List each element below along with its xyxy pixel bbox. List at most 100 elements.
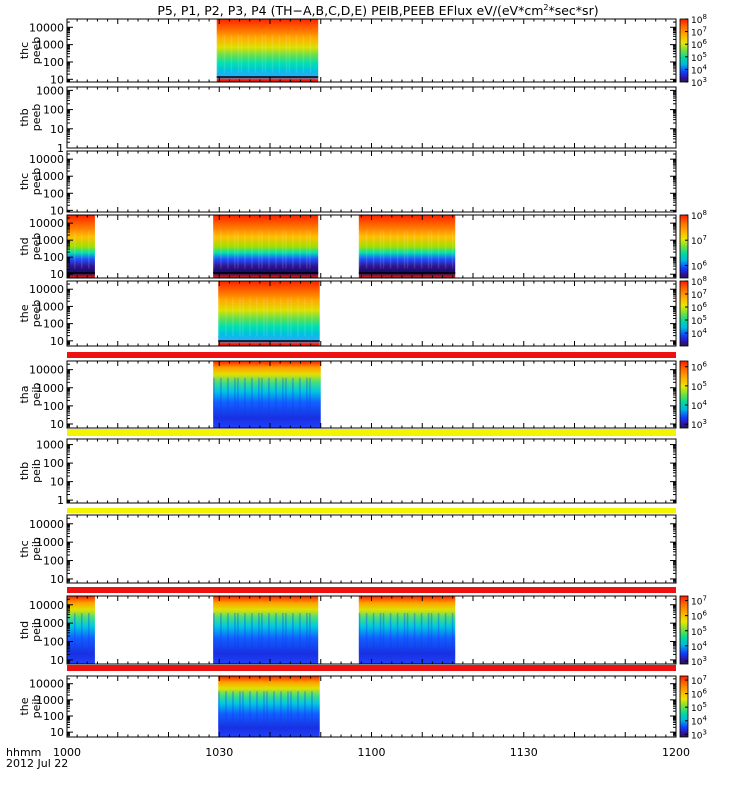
y-tick-label: 10	[50, 268, 64, 281]
panel-label-product: peeb	[30, 37, 43, 65]
colorbar-tick-label: 107	[691, 674, 707, 687]
panel-thd-peeb: 10 100 1000 10000 thd peeb 108 107 106	[18, 209, 707, 281]
panel-label-probe: thc	[18, 42, 31, 59]
colorbar	[679, 360, 689, 429]
colorbar	[679, 675, 689, 738]
spectrogram-segment	[67, 215, 95, 278]
panel-frame	[66, 514, 677, 584]
figure-title: P5, P1, P2, P3, P4 (TH−A,B,C,D,E) PEIB,P…	[157, 3, 598, 18]
y-tick-label: 10	[50, 204, 64, 217]
panel-thb-peib: 1 10 100 1000 thb peib	[18, 429, 677, 507]
y-tick-label: 1000	[36, 84, 64, 97]
panel-label-product: peib	[30, 695, 43, 719]
colorbar-tick-label: 104	[691, 63, 707, 76]
y-tick-label: 10	[50, 335, 64, 348]
colorbar-tick-label: 105	[691, 701, 707, 714]
y-tick-label: 100	[43, 251, 64, 264]
panel-top-band	[67, 665, 676, 671]
time-axis-label-hhmm: hhmm	[6, 746, 41, 759]
y-tick-label: 10	[50, 654, 64, 667]
colorbar-tick-label: 107	[691, 595, 707, 608]
panel-label-probe: thb	[18, 108, 31, 126]
x-tick-label: 1200	[662, 746, 690, 759]
colorbar-tick-label: 106	[691, 38, 707, 51]
panel-frame	[66, 360, 677, 429]
panel-label-probe: thb	[18, 462, 31, 480]
y-tick-label: 10	[50, 418, 64, 431]
colorbar-tick-label: 106	[691, 301, 707, 314]
y-tick-label: 100	[43, 104, 64, 117]
y-tick-label: 10000	[29, 21, 64, 34]
y-tick-label: 10000	[29, 283, 64, 296]
panel-frame	[66, 675, 677, 738]
panel-label-product: peib	[30, 537, 43, 561]
colorbar-tick-label: 103	[691, 76, 707, 89]
y-tick-label: 1000	[36, 439, 64, 452]
panel-frame	[66, 438, 677, 504]
y-tick-label: 100	[43, 710, 64, 723]
y-tick-label: 1000	[36, 39, 64, 52]
y-tick-label: 100	[43, 400, 64, 413]
panel-thd-peib: 10 100 1000 10000 thd peib 107 106 105 104 103	[18, 587, 707, 668]
colorbar-tick-label: 106	[691, 361, 707, 374]
colorbar-tick-label: 104	[691, 399, 707, 412]
y-tick-label: 1000	[36, 170, 64, 183]
colorbar-tick-label: 106	[691, 610, 707, 623]
y-tick-label: 1000	[36, 234, 64, 247]
y-tick-label: 10000	[29, 153, 64, 166]
panel-label-probe: the	[18, 304, 31, 322]
y-tick-label: 10	[50, 573, 64, 586]
panel-label-probe: the	[18, 697, 31, 715]
panel-label-product: peeb	[30, 168, 43, 196]
y-tick-label: 100	[43, 187, 64, 200]
colorbar	[679, 280, 689, 347]
panel-frame	[66, 150, 677, 213]
colorbar-tick-label: 104	[691, 327, 707, 340]
x-tick-label: 1030	[205, 746, 233, 759]
y-tick-label: 10000	[29, 518, 64, 531]
y-tick-label: 10000	[29, 217, 64, 230]
y-tick-label: 1	[57, 494, 64, 507]
y-tick-label: 1	[57, 142, 64, 155]
panel-frame	[66, 18, 677, 83]
panel-thc-peeb: 10 100 1000 10000 thc peeb	[18, 150, 677, 217]
y-tick-label: 100	[43, 318, 64, 331]
spectrogram-segment	[67, 596, 95, 664]
colorbar-tick-label: 107	[691, 288, 707, 301]
panel-label-probe: thc	[18, 173, 31, 190]
y-tick-label: 10000	[29, 364, 64, 377]
colorbar-tick-label: 106	[691, 259, 707, 272]
panel-label-product: peib	[30, 618, 43, 642]
panel-label-probe: thd	[18, 237, 31, 255]
y-tick-label: 10000	[29, 678, 64, 691]
y-tick-label: 100	[43, 636, 64, 649]
y-tick-label: 1000	[36, 617, 64, 630]
spectrogram-segment	[213, 215, 319, 278]
spectrogram-segment	[358, 215, 456, 278]
y-tick-label: 1000	[36, 382, 64, 395]
panel-label-probe: tha	[18, 385, 31, 403]
x-tick-label: 1100	[358, 746, 386, 759]
panel-tha-peib: 10 100 1000 10000 tha peib 106 105 104 103	[18, 352, 707, 431]
colorbar	[679, 18, 689, 83]
y-tick-label: 10	[50, 726, 64, 739]
panel-thc-peib: 10 100 1000 10000 thc peib	[18, 508, 677, 586]
panel-label-product: peeb	[30, 300, 43, 328]
y-tick-label: 100	[43, 555, 64, 568]
colorbar-tick-label: 107	[691, 26, 707, 39]
x-tick-label: 1000	[53, 746, 81, 759]
colorbar-tick-label: 104	[691, 640, 707, 653]
y-tick-label: 10	[50, 123, 64, 136]
panel-top-band	[67, 508, 676, 513]
colorbar-tick-label: 107	[691, 234, 707, 247]
panel-label-probe: thd	[18, 621, 31, 639]
panel-label-probe: thc	[18, 540, 31, 557]
y-tick-label: 1000	[36, 536, 64, 549]
colorbar	[679, 214, 689, 279]
time-axis-label-date: 2012 Jul 22	[6, 757, 68, 770]
spectrogram-segment	[218, 281, 320, 346]
y-tick-label: 10000	[29, 599, 64, 612]
